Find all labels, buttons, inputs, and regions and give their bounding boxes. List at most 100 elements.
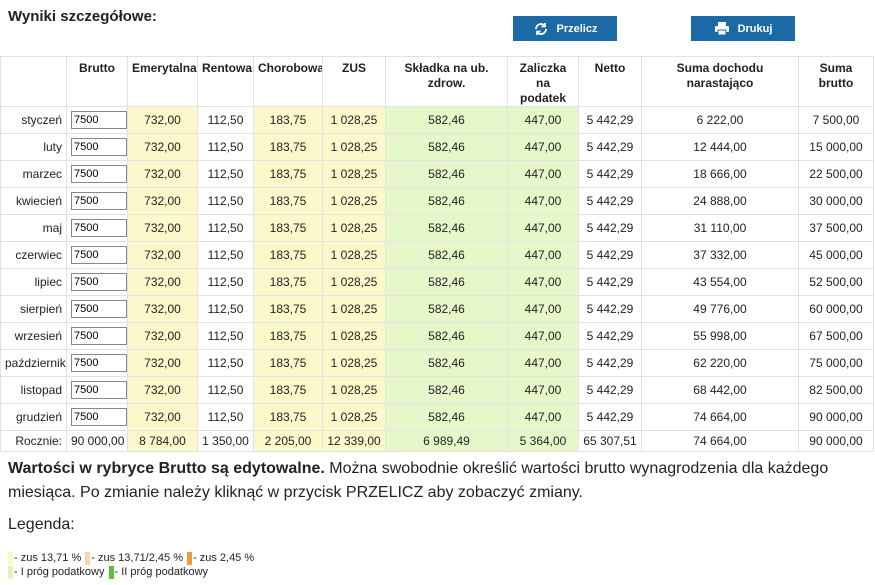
note-text: Można swobodnie określić wartości brutto… bbox=[8, 460, 829, 501]
input-cell bbox=[66, 295, 128, 323]
table-cell: 732,00 bbox=[127, 133, 198, 161]
legend-item: - zus 13,71 % bbox=[8, 551, 81, 565]
table-cell: 5 442,29 bbox=[578, 133, 642, 161]
table-cell: 7 500,00 bbox=[798, 106, 874, 134]
table-cell: 183,75 bbox=[253, 349, 323, 377]
table-cell: 90 000,00 bbox=[66, 430, 128, 452]
table-cell: 183,75 bbox=[253, 106, 323, 134]
table-cell: 447,00 bbox=[507, 187, 579, 215]
brutto-input[interactable] bbox=[71, 408, 127, 426]
table-cell: 1 028,25 bbox=[322, 160, 386, 188]
row-label: lipiec bbox=[0, 268, 67, 296]
table-cell: 447,00 bbox=[507, 403, 579, 431]
table-cell: 183,75 bbox=[253, 403, 323, 431]
brutto-input[interactable] bbox=[71, 300, 127, 318]
table-cell: 732,00 bbox=[127, 349, 198, 377]
brutto-input[interactable] bbox=[71, 273, 127, 291]
table-cell: 1 028,25 bbox=[322, 403, 386, 431]
row-label: maj bbox=[0, 214, 67, 242]
table-cell: 582,46 bbox=[385, 160, 508, 188]
table-cell: 183,75 bbox=[253, 376, 323, 404]
table-cell: 67 500,00 bbox=[798, 322, 874, 350]
header-row: Brutto Emerytalna Rentowa Chorobowa ZUS Skład… bbox=[0, 56, 874, 107]
header-cell bbox=[0, 56, 67, 107]
table-cell: 582,46 bbox=[385, 322, 508, 350]
legend-item: - II próg podatkowy bbox=[108, 565, 208, 579]
results-table: Brutto Emerytalna Rentowa Chorobowa ZUS Skład… bbox=[0, 56, 874, 452]
table-cell: 37 332,00 bbox=[641, 241, 799, 269]
row-label: kwiecień bbox=[0, 187, 67, 215]
brutto-input[interactable] bbox=[71, 111, 127, 129]
brutto-input[interactable] bbox=[71, 165, 127, 183]
brutto-input[interactable] bbox=[71, 246, 127, 264]
table-cell: 43 554,00 bbox=[641, 268, 799, 296]
brutto-input[interactable] bbox=[71, 381, 127, 399]
brutto-input[interactable] bbox=[71, 354, 127, 372]
table-cell: 582,46 bbox=[385, 376, 508, 404]
input-cell bbox=[66, 160, 128, 188]
table-cell: 5 442,29 bbox=[578, 349, 642, 377]
table-cell: 732,00 bbox=[127, 160, 198, 188]
table-cell: 8 784,00 bbox=[127, 430, 198, 452]
header-cell: Netto bbox=[578, 56, 642, 107]
row-label: październik bbox=[0, 349, 67, 377]
input-cell bbox=[66, 106, 128, 134]
table-cell: 447,00 bbox=[507, 133, 579, 161]
table-cell: 447,00 bbox=[507, 106, 579, 134]
table-cell: 1 028,25 bbox=[322, 241, 386, 269]
table-cell: 6 989,49 bbox=[385, 430, 508, 452]
recalc-button[interactable]: Przelicz bbox=[513, 16, 617, 41]
note: Wartości w rybryce Brutto są edytowalne.… bbox=[8, 457, 858, 505]
table-cell: 582,46 bbox=[385, 295, 508, 323]
table-cell: 49 776,00 bbox=[641, 295, 799, 323]
table-cell: 30 000,00 bbox=[798, 187, 874, 215]
table-cell: 1 028,25 bbox=[322, 322, 386, 350]
row-label: styczeń bbox=[0, 106, 67, 134]
table-cell: 1 350,00 bbox=[197, 430, 254, 452]
brutto-input[interactable] bbox=[71, 219, 127, 237]
header-cell: Emerytalna bbox=[127, 56, 198, 107]
table-cell: 112,50 bbox=[197, 322, 254, 350]
table-cell: 1 028,25 bbox=[322, 376, 386, 404]
table-cell: 582,46 bbox=[385, 133, 508, 161]
legend-label: - zus 13,71/2,45 % bbox=[91, 552, 183, 564]
table-cell: 112,50 bbox=[197, 349, 254, 377]
row-label: wrzesień bbox=[0, 322, 67, 350]
table-cell: 732,00 bbox=[127, 295, 198, 323]
table-cell: 112,50 bbox=[197, 295, 254, 323]
table-cell: 90 000,00 bbox=[798, 403, 874, 431]
brutto-input[interactable] bbox=[71, 138, 127, 156]
input-cell bbox=[66, 403, 128, 431]
print-button[interactable]: Drukuj bbox=[691, 16, 795, 41]
table-cell: 447,00 bbox=[507, 376, 579, 404]
header-cell: Zaliczka na podatek bbox=[507, 56, 579, 107]
legend-label: - zus 2,45 % bbox=[193, 552, 255, 564]
table-cell: 65 307,51 bbox=[578, 430, 642, 452]
table-cell: 5 364,00 bbox=[507, 430, 579, 452]
button-label: Przelicz bbox=[556, 22, 598, 35]
table-cell: 45 000,00 bbox=[798, 241, 874, 269]
table-cell: 582,46 bbox=[385, 187, 508, 215]
table-cell: 18 666,00 bbox=[641, 160, 799, 188]
brutto-input[interactable] bbox=[71, 327, 127, 345]
table-cell: 60 000,00 bbox=[798, 295, 874, 323]
input-cell bbox=[66, 322, 128, 350]
table-cell: 5 442,29 bbox=[578, 376, 642, 404]
table-cell: 37 500,00 bbox=[798, 214, 874, 242]
table-cell: 447,00 bbox=[507, 241, 579, 269]
legend-item: - I próg podatkowy bbox=[8, 565, 105, 579]
section-title: Wyniki szczegółowe: bbox=[8, 8, 157, 25]
brutto-input[interactable] bbox=[71, 192, 127, 210]
table-cell: 732,00 bbox=[127, 403, 198, 431]
table-cell: 183,75 bbox=[253, 268, 323, 296]
table-cell: 74 664,00 bbox=[641, 403, 799, 431]
table-cell: 112,50 bbox=[197, 376, 254, 404]
table-cell: 6 222,00 bbox=[641, 106, 799, 134]
table-cell: 582,46 bbox=[385, 106, 508, 134]
